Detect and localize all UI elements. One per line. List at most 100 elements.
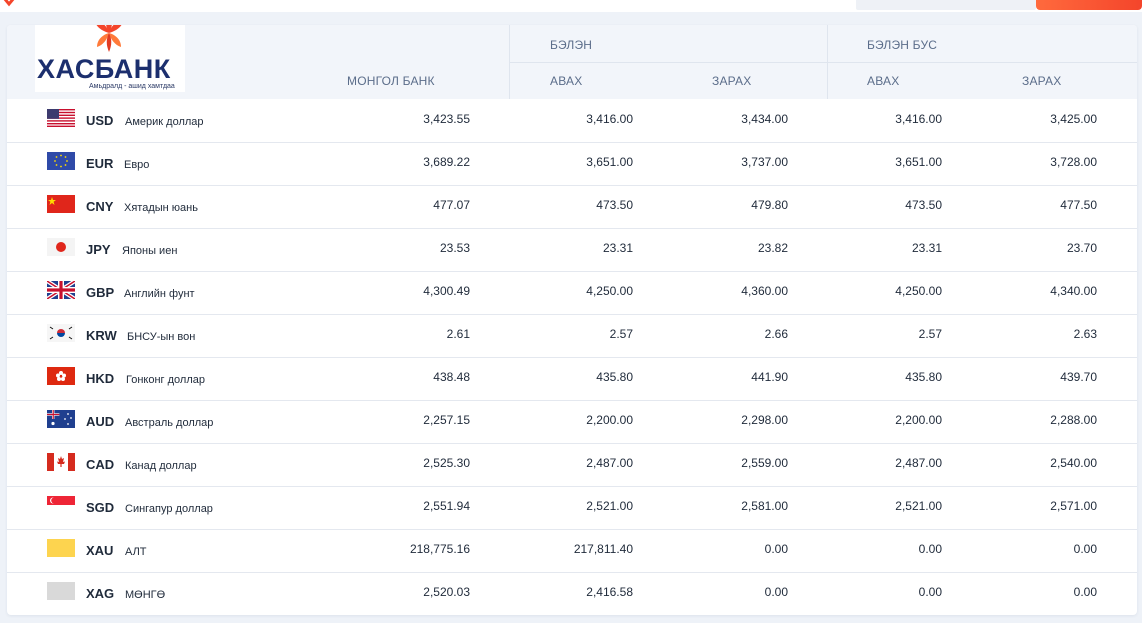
brand-slogan: Амьдралд - ашид хамтдаа xyxy=(89,83,175,90)
rate-noncash-buy: 3,651.00 xyxy=(895,155,942,169)
ca-flag-icon xyxy=(47,453,75,471)
table-row: EUR Евро 3,689.22 3,651.00 3,737.00 3,651.00 3… xyxy=(7,142,1137,186)
rate-cash-buy: 4,250.00 xyxy=(586,284,633,298)
rate-mongolbank: 2,551.94 xyxy=(423,499,470,513)
table-row: XAG МӨНГӨ 2,520.03 2,416.58 0.00 0.00 0.00 xyxy=(7,572,1137,615)
table-row: HKD Гонконг доллар 438.48 435.80 441.90 435.8… xyxy=(7,357,1137,401)
rate-noncash-sell: 477.50 xyxy=(1060,198,1097,212)
sg-flag-icon xyxy=(47,496,75,514)
header-noncash-sell: ЗАРАХ xyxy=(1022,74,1062,88)
currency-name: Гонконг доллар xyxy=(126,374,205,386)
rate-mongolbank: 2,257.15 xyxy=(423,413,470,427)
rate-noncash-buy: 2.57 xyxy=(918,327,942,341)
rate-noncash-buy: 435.80 xyxy=(905,370,942,384)
au-flag-icon xyxy=(47,410,75,428)
header-separator xyxy=(827,25,828,99)
us-flag-icon xyxy=(47,109,75,127)
table-row: SGD Сингапур доллар 2,551.94 2,521.00 2,581.… xyxy=(7,486,1137,530)
rate-noncash-buy: 2,521.00 xyxy=(895,499,942,513)
rate-mongolbank: 438.48 xyxy=(433,370,470,384)
rate-noncash-buy: 2,487.00 xyxy=(895,456,942,470)
currency-code: CNY xyxy=(86,199,114,214)
rate-noncash-sell: 2,571.00 xyxy=(1050,499,1097,513)
hk-flag-icon xyxy=(47,367,75,385)
table-row: AUD Австраль доллар 2,257.15 2,200.00 2,298.… xyxy=(7,400,1137,444)
rate-noncash-buy: 2,200.00 xyxy=(895,413,942,427)
currency-name: Австраль доллар xyxy=(125,417,214,429)
rate-cash-buy: 435.80 xyxy=(596,370,633,384)
header-cash-buy: АВАХ xyxy=(550,74,583,88)
top-search-field[interactable] xyxy=(856,0,1036,10)
currency-code: KRW xyxy=(86,328,117,343)
rate-cash-buy: 3,651.00 xyxy=(586,155,633,169)
rate-mongolbank: 477.07 xyxy=(433,198,470,212)
logo-flower-icon xyxy=(96,25,122,52)
currency-name: Сингапур доллар xyxy=(125,503,213,515)
header-divider xyxy=(509,62,1137,63)
rate-cash-buy: 3,416.00 xyxy=(586,112,633,126)
eu-flag-icon xyxy=(47,152,75,170)
table-row: JPY Японы иен 23.53 23.31 23.82 23.31 23.70 xyxy=(7,228,1137,272)
currency-code: SGD xyxy=(86,500,115,515)
table-row: CAD Канад доллар 2,525.30 2,487.00 2,559.00 2… xyxy=(7,443,1137,487)
header-noncash-buy: АВАХ xyxy=(867,74,900,88)
currency-name: Японы иен xyxy=(122,245,178,257)
rate-cash-sell: 2.66 xyxy=(764,327,788,341)
rate-cash-sell: 2,581.00 xyxy=(741,499,788,513)
rate-noncash-sell: 2.63 xyxy=(1073,327,1097,341)
rate-cash-buy: 473.50 xyxy=(596,198,633,212)
table-row: CNY Хятадын юань 477.07 473.50 479.80 473.50 4… xyxy=(7,185,1137,229)
gb-flag-icon xyxy=(45,279,77,301)
rate-cash-sell: 0.00 xyxy=(764,585,788,599)
rate-noncash-sell: 4,340.00 xyxy=(1050,284,1097,298)
rate-noncash-sell: 0.00 xyxy=(1073,542,1097,556)
rate-mongolbank: 2,525.30 xyxy=(423,456,470,470)
table-header: БЭЛЭН БЭЛЭН БУС МОНГОЛ БАНК АВАХ ЗАРАХ А… xyxy=(7,25,1137,99)
rate-noncash-sell: 3,728.00 xyxy=(1050,155,1097,169)
rate-cash-buy: 2,416.58 xyxy=(586,585,633,599)
table-row: GBP Английн фунт 4,300.49 4,250.00 4,360.00 4… xyxy=(7,271,1137,315)
currency-code: XAU xyxy=(86,543,114,558)
currency-code: JPY xyxy=(86,242,111,257)
currency-name: Английн фунт xyxy=(124,288,195,300)
header-group-cash: БЭЛЭН xyxy=(550,38,593,52)
rate-cash-buy: 217,811.40 xyxy=(573,542,633,556)
rate-noncash-buy: 4,250.00 xyxy=(895,284,942,298)
rate-noncash-sell: 2,288.00 xyxy=(1050,413,1097,427)
header-cash-sell: ЗАРАХ xyxy=(712,74,752,88)
rate-mongolbank: 2.61 xyxy=(446,327,470,341)
rate-noncash-sell: 2,540.00 xyxy=(1050,456,1097,470)
header-mongolbank: МОНГОЛ БАНК xyxy=(347,74,435,88)
currency-name: Канад доллар xyxy=(125,460,197,472)
brand-name: ХАСБАНК xyxy=(37,54,171,84)
rate-cash-sell: 479.80 xyxy=(751,198,788,212)
currency-name: Евро xyxy=(124,159,150,171)
rate-mongolbank: 3,423.55 xyxy=(423,112,470,126)
top-action-button[interactable] xyxy=(1036,0,1142,10)
cn-flag-icon xyxy=(47,195,75,213)
table-row: XAU АЛТ 218,775.16 217,811.40 0.00 0.00 0.00 xyxy=(7,529,1137,573)
jp-flag-icon xyxy=(47,238,75,256)
currency-name: Америк доллар xyxy=(125,116,204,128)
rate-mongolbank: 4,300.49 xyxy=(423,284,470,298)
rate-cash-sell: 2,298.00 xyxy=(741,413,788,427)
rate-cash-sell: 4,360.00 xyxy=(741,284,788,298)
currency-code: GBP xyxy=(86,285,115,300)
exchange-rate-table: БЭЛЭН БЭЛЭН БУС МОНГОЛ БАНК АВАХ ЗАРАХ А… xyxy=(7,25,1137,615)
rate-mongolbank: 218,775.16 xyxy=(409,542,470,556)
currency-name: МӨНГӨ xyxy=(125,589,166,601)
rate-cash-sell: 3,737.00 xyxy=(741,155,788,169)
logo-fragment-icon xyxy=(3,0,15,7)
rate-noncash-sell: 23.70 xyxy=(1066,241,1097,255)
rate-noncash-buy: 0.00 xyxy=(918,542,942,556)
table-row: USD Америк доллар 3,423.55 3,416.00 3,434.00… xyxy=(7,99,1137,143)
table-row: KRW БНСУ-ын вон 2.61 2.57 2.66 2.57 2.63 xyxy=(7,314,1137,358)
rate-cash-buy: 2.57 xyxy=(609,327,633,341)
currency-code: AUD xyxy=(86,414,115,429)
rate-cash-buy: 23.31 xyxy=(602,241,633,255)
rate-cash-sell: 23.82 xyxy=(757,241,788,255)
currency-code: USD xyxy=(86,113,114,128)
bank-logo[interactable]: ХАСБАНК Амьдралд - ашид хамтдаа xyxy=(35,25,185,92)
rate-cash-buy: 2,487.00 xyxy=(586,456,633,470)
kr-flag-icon xyxy=(47,324,75,342)
